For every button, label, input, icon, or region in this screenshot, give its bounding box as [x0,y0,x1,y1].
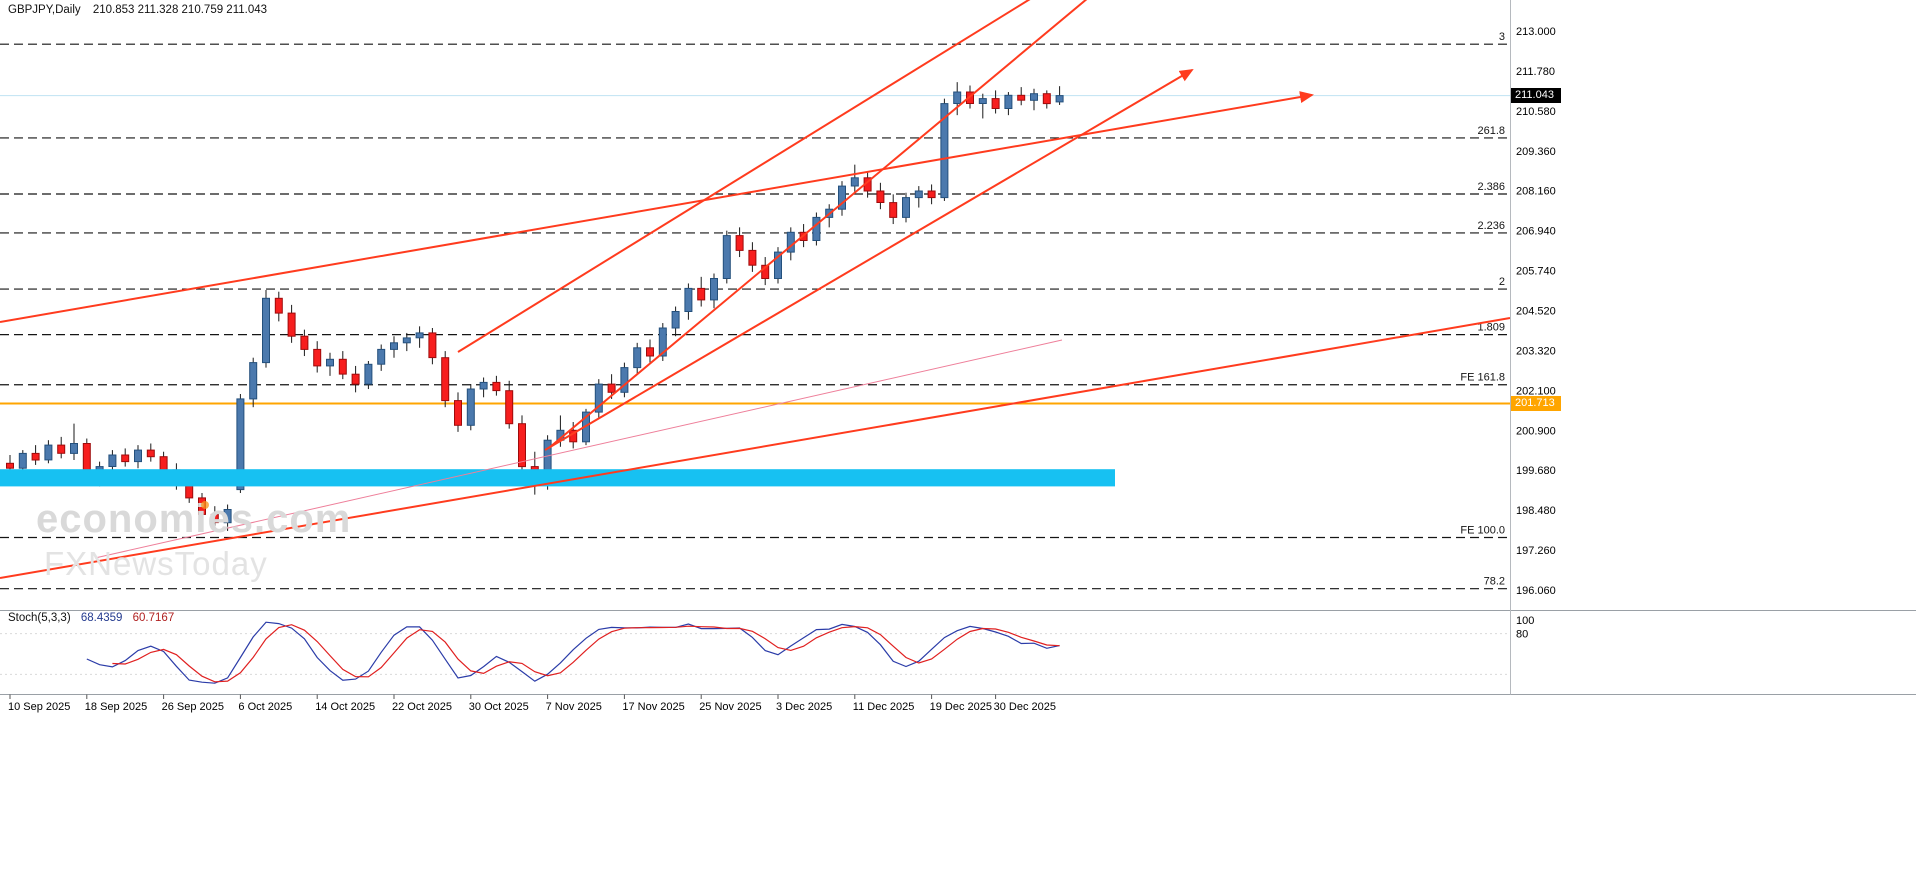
svg-text:209.360: 209.360 [1516,146,1556,158]
support-zone[interactable] [0,469,1115,487]
candlestick-series [6,82,1064,531]
stoch-k-value: 68.4359 [80,612,123,624]
fib-levels: 3 261.8 2.386 2.236 2 1.809 FE 161.8 FE 100.0 78… [0,31,1510,590]
ohlc-values: 210.853 211.328 210.759 211.043 [92,4,268,16]
svg-text:FE 161.8: FE 161.8 [1460,372,1505,384]
svg-text:18 Sep 2025: 18 Sep 2025 [85,701,147,713]
orange-level-price-tag: 201.713 [1511,396,1561,411]
svg-text:10 Sep 2025: 10 Sep 2025 [8,701,70,713]
svg-text:19 Dec 2025: 19 Dec 2025 [930,701,992,713]
svg-text:204.520: 204.520 [1516,306,1556,318]
svg-text:2: 2 [1499,276,1505,288]
stoch-d-line [112,624,1060,683]
svg-text:210.580: 210.580 [1516,106,1556,118]
svg-text:196.060: 196.060 [1516,585,1556,597]
symbol-label: GBPJPY,Daily [8,4,81,16]
svg-text:200.900: 200.900 [1516,425,1556,437]
svg-text:203.320: 203.320 [1516,345,1556,357]
stoch-indicator-label: Stoch(5,3,3) 68.4359 60.7167 [8,612,174,624]
svg-text:80: 80 [1516,629,1528,641]
svg-text:199.680: 199.680 [1516,465,1556,477]
svg-text:3: 3 [1499,31,1505,43]
svg-text:11 Dec 2025: 11 Dec 2025 [853,701,915,713]
stoch-k-line [86,621,1060,684]
svg-text:100: 100 [1516,615,1534,627]
svg-text:6 Oct 2025: 6 Oct 2025 [238,701,292,713]
svg-text:202.100: 202.100 [1516,385,1556,397]
svg-text:261.8: 261.8 [1477,125,1505,137]
svg-text:206.940: 206.940 [1516,226,1556,238]
current-price-tag: 211.043 [1511,88,1561,103]
svg-text:2.236: 2.236 [1477,220,1505,232]
svg-text:25 Nov 2025: 25 Nov 2025 [699,701,761,713]
svg-text:2.386: 2.386 [1477,181,1505,193]
svg-text:17 Nov 2025: 17 Nov 2025 [622,701,684,713]
svg-text:1.809: 1.809 [1477,322,1505,334]
svg-text:22 Oct 2025: 22 Oct 2025 [392,701,452,713]
svg-text:30 Oct 2025: 30 Oct 2025 [469,701,529,713]
trend-lines[interactable] [0,0,1511,579]
svg-text:78.2: 78.2 [1484,576,1505,588]
svg-text:213.000: 213.000 [1516,26,1556,38]
svg-text:208.160: 208.160 [1516,186,1556,198]
svg-text:197.260: 197.260 [1516,545,1556,557]
stoch-name: Stoch(5,3,3) [8,612,71,624]
price-axis-labels[interactable]: 213.000 211.780 210.580 209.360 208.160 206.9… [1516,26,1556,597]
svg-text:FE 100.0: FE 100.0 [1460,525,1505,537]
svg-text:198.480: 198.480 [1516,505,1556,517]
svg-text:7 Nov 2025: 7 Nov 2025 [546,701,602,713]
symbol-ohlc-header: GBPJPY,Daily 210.853 211.328 210.759 211… [8,4,267,16]
time-axis-labels[interactable]: 10 Sep 2025 18 Sep 2025 26 Sep 2025 6 Oct 2… [8,694,1056,714]
svg-text:30 Dec 2025: 30 Dec 2025 [994,701,1056,713]
svg-text:14 Oct 2025: 14 Oct 2025 [315,701,375,713]
svg-text:211.780: 211.780 [1516,66,1555,78]
svg-text:3 Dec 2025: 3 Dec 2025 [776,701,832,713]
svg-text:26 Sep 2025: 26 Sep 2025 [162,701,224,713]
stoch-d-value: 60.7167 [132,612,175,624]
svg-text:205.740: 205.740 [1516,266,1556,278]
